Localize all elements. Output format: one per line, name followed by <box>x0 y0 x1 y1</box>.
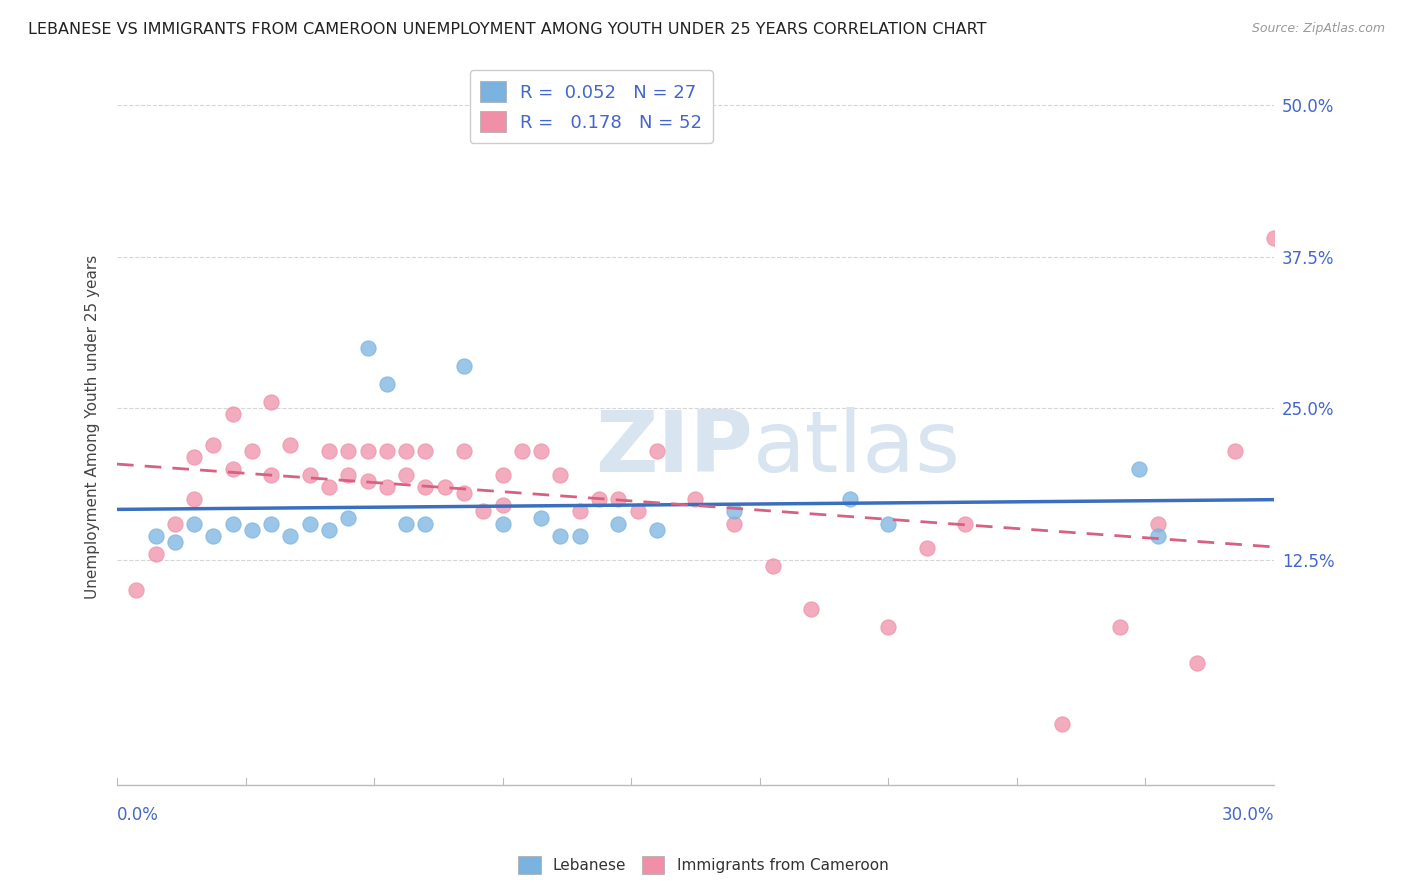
Point <box>356 474 378 488</box>
Point <box>183 450 205 464</box>
Point <box>202 438 225 452</box>
Point <box>472 504 495 518</box>
Point <box>318 443 340 458</box>
Point <box>240 443 263 458</box>
Point <box>1050 716 1073 731</box>
Point <box>723 516 745 531</box>
Point <box>568 504 591 518</box>
Point <box>453 486 475 500</box>
Point <box>1263 231 1285 245</box>
Point <box>1185 656 1208 670</box>
Point <box>1225 443 1247 458</box>
Legend: R =  0.052   N = 27, R =   0.178   N = 52: R = 0.052 N = 27, R = 0.178 N = 52 <box>470 70 713 143</box>
Point <box>1147 516 1170 531</box>
Point <box>356 443 378 458</box>
Point <box>395 516 418 531</box>
Point <box>877 516 900 531</box>
Point <box>125 583 148 598</box>
Text: atlas: atlas <box>754 407 962 490</box>
Point <box>491 468 513 483</box>
Point <box>1128 462 1150 476</box>
Point <box>298 516 321 531</box>
Point <box>145 529 167 543</box>
Point <box>588 492 610 507</box>
Point <box>145 547 167 561</box>
Point <box>240 523 263 537</box>
Point <box>550 529 572 543</box>
Point <box>163 516 186 531</box>
Point <box>645 443 668 458</box>
Point <box>955 516 977 531</box>
Text: 30.0%: 30.0% <box>1222 806 1274 824</box>
Point <box>1108 620 1130 634</box>
Point <box>550 468 572 483</box>
Point <box>607 516 630 531</box>
Point <box>607 492 630 507</box>
Point <box>280 529 302 543</box>
Point <box>530 510 553 524</box>
Point <box>183 492 205 507</box>
Point <box>685 492 707 507</box>
Legend: Lebanese, Immigrants from Cameroon: Lebanese, Immigrants from Cameroon <box>512 850 894 880</box>
Point <box>877 620 900 634</box>
Point <box>221 516 243 531</box>
Point <box>415 516 437 531</box>
Point <box>453 443 475 458</box>
Point <box>568 529 591 543</box>
Point <box>280 438 302 452</box>
Text: Source: ZipAtlas.com: Source: ZipAtlas.com <box>1251 22 1385 36</box>
Text: ZIP: ZIP <box>596 407 754 490</box>
Point <box>800 601 823 615</box>
Point <box>183 516 205 531</box>
Point <box>318 480 340 494</box>
Point <box>395 443 418 458</box>
Point <box>1147 529 1170 543</box>
Point <box>260 516 283 531</box>
Point <box>356 341 378 355</box>
Point <box>723 504 745 518</box>
Point <box>375 480 398 494</box>
Point <box>202 529 225 543</box>
Point <box>163 534 186 549</box>
Point <box>337 443 360 458</box>
Point <box>626 504 648 518</box>
Point <box>337 510 360 524</box>
Point <box>761 559 783 574</box>
Point <box>221 408 243 422</box>
Point <box>415 443 437 458</box>
Y-axis label: Unemployment Among Youth under 25 years: Unemployment Among Youth under 25 years <box>86 254 100 599</box>
Point <box>318 523 340 537</box>
Point <box>260 395 283 409</box>
Point <box>221 462 243 476</box>
Point <box>433 480 456 494</box>
Point <box>415 480 437 494</box>
Point <box>395 468 418 483</box>
Point <box>375 443 398 458</box>
Point <box>260 468 283 483</box>
Point <box>915 541 938 555</box>
Text: 0.0%: 0.0% <box>117 806 159 824</box>
Point <box>510 443 533 458</box>
Point <box>838 492 860 507</box>
Point <box>491 499 513 513</box>
Point <box>298 468 321 483</box>
Point <box>530 443 553 458</box>
Point <box>491 516 513 531</box>
Point <box>453 359 475 373</box>
Point <box>375 377 398 392</box>
Point <box>645 523 668 537</box>
Point <box>337 468 360 483</box>
Text: LEBANESE VS IMMIGRANTS FROM CAMEROON UNEMPLOYMENT AMONG YOUTH UNDER 25 YEARS COR: LEBANESE VS IMMIGRANTS FROM CAMEROON UNE… <box>28 22 987 37</box>
